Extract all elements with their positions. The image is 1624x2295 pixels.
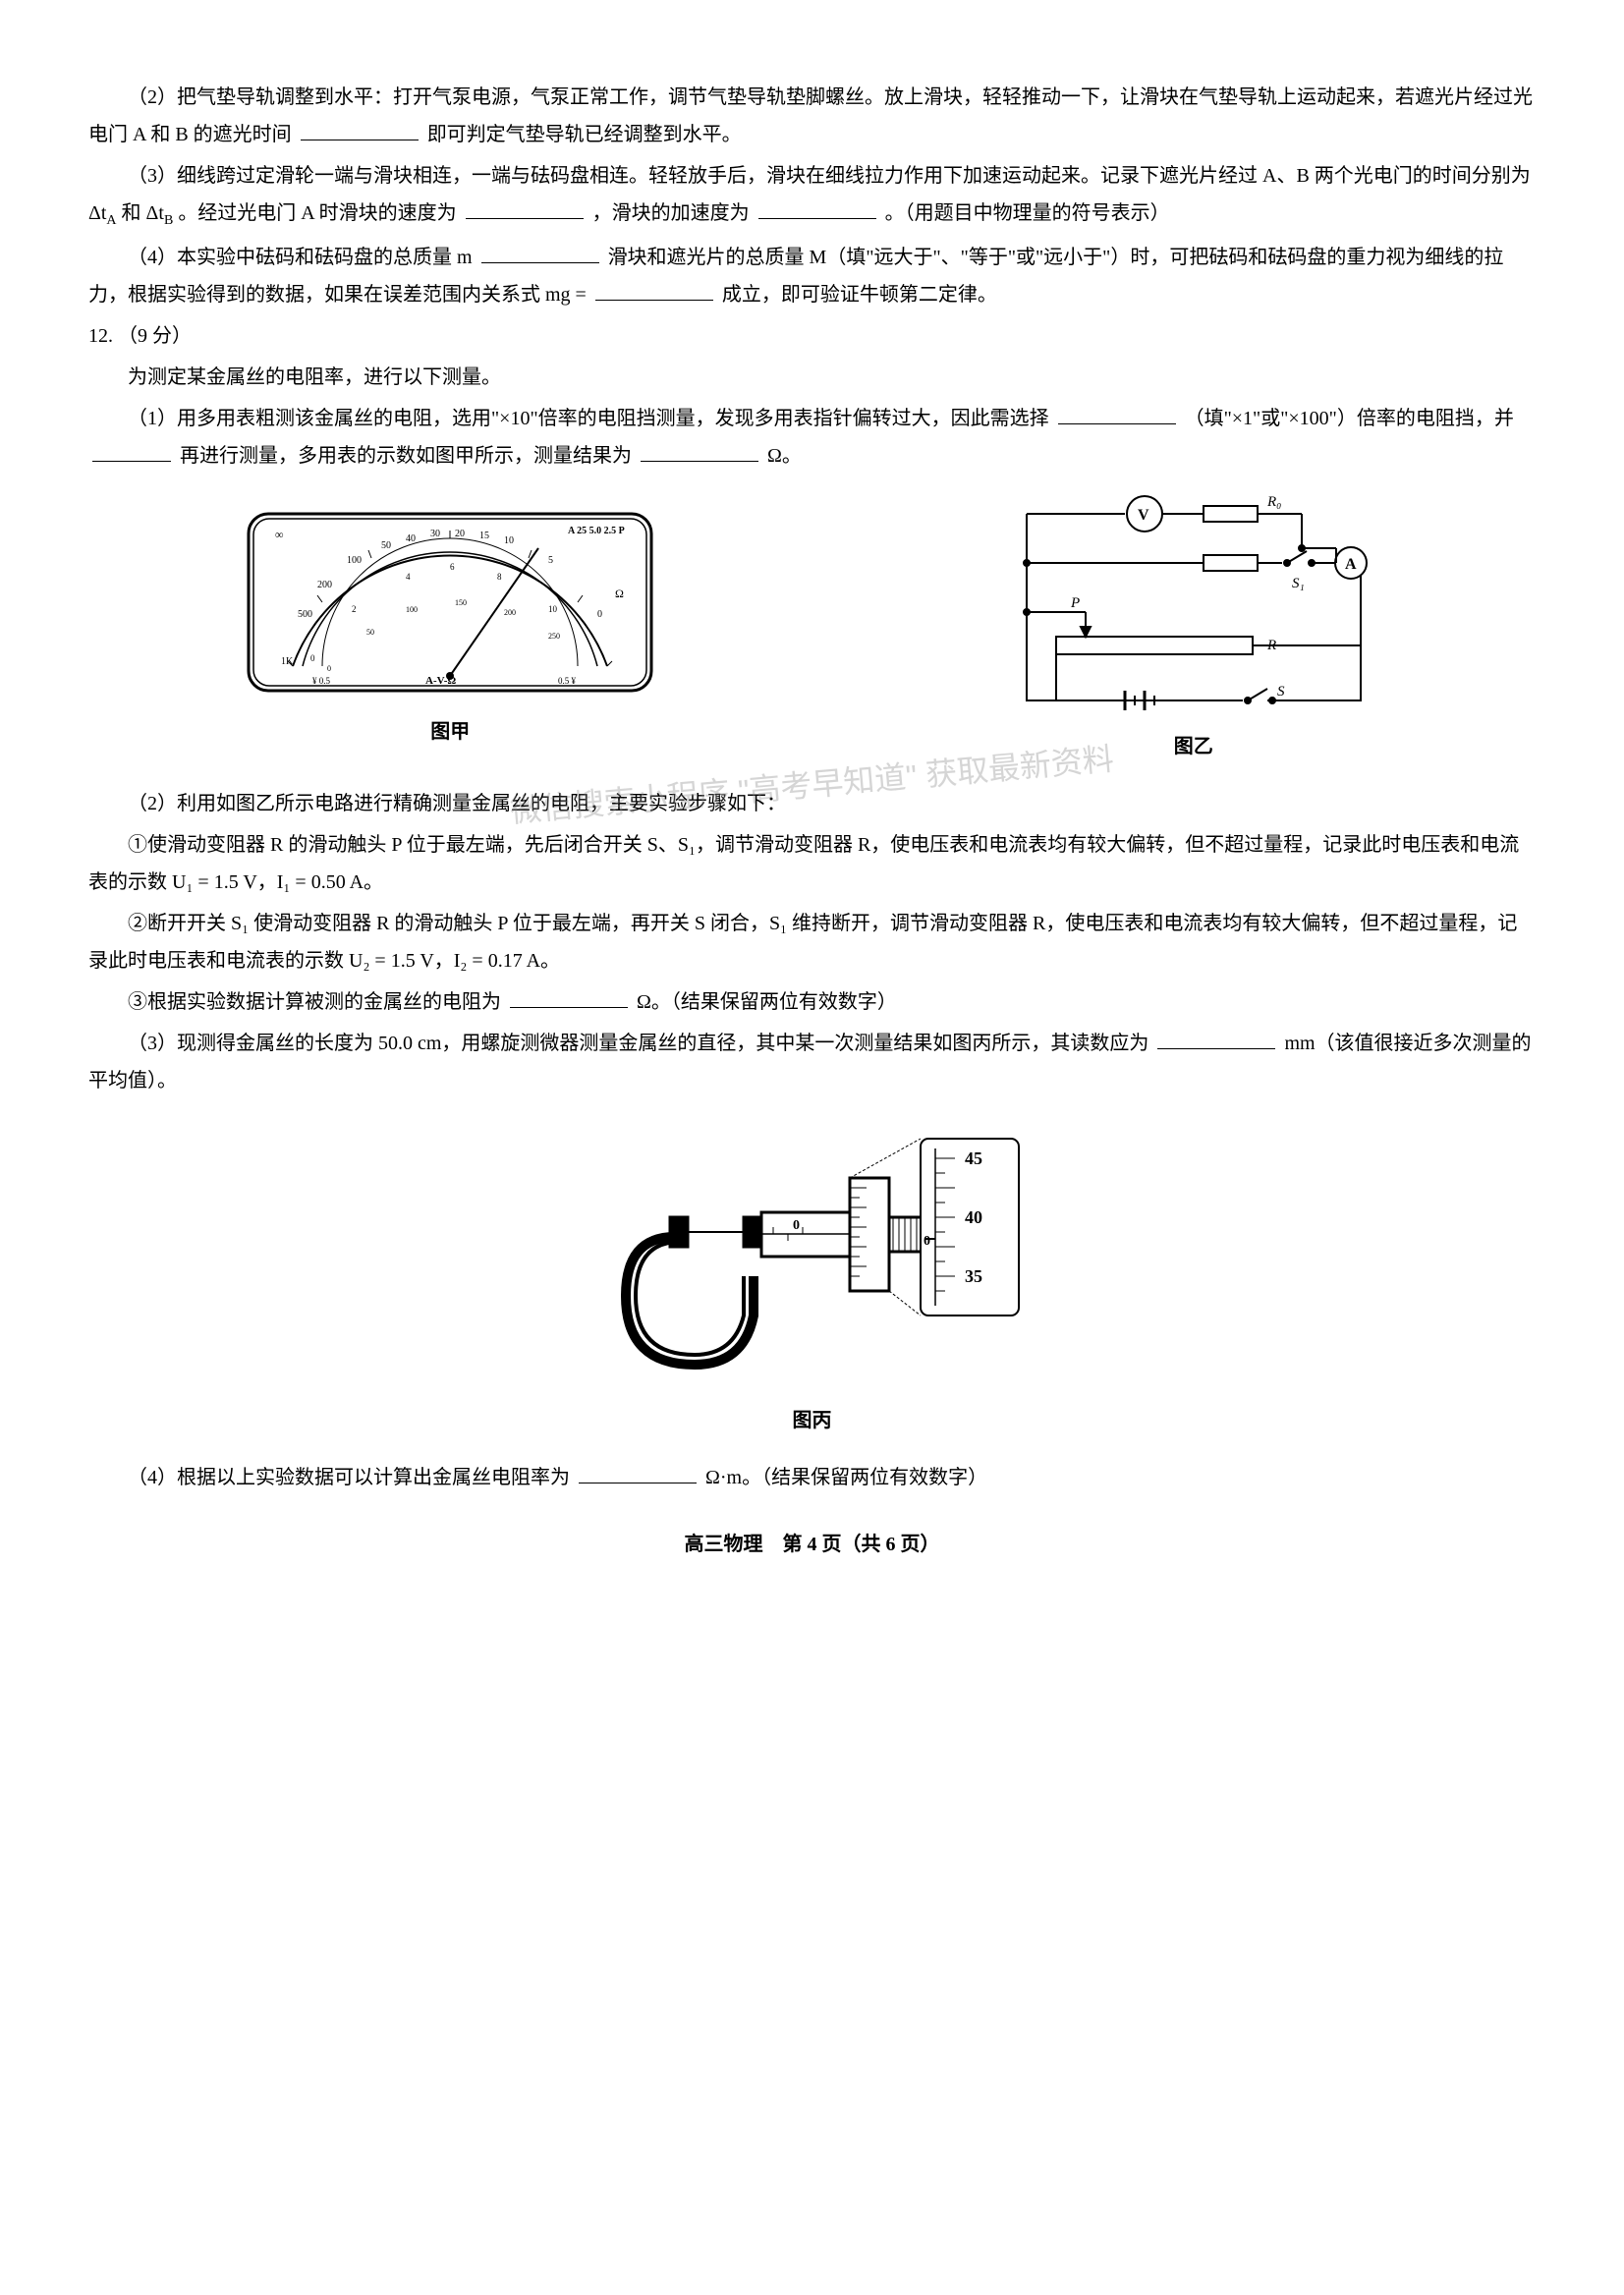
q11-p3-mid3: ，滑块的加速度为: [592, 202, 750, 224]
blank-q12-p1c: [641, 442, 758, 462]
drum-45: 45: [965, 1148, 982, 1168]
multimeter-svg: 1K 500 200 100 50 40 30 20 15 10 5 0 0 2…: [244, 509, 656, 705]
figure-circuit: V A R₀ S₁ P R S 图乙: [1007, 494, 1380, 765]
scale-1k: 1K: [281, 656, 294, 667]
q12-p4: （4）根据以上实验数据可以计算出金属丝电阻率为 Ω·m。（结果保留两位有效数字）: [88, 1459, 1536, 1496]
blank-q12-p3: [1157, 1030, 1275, 1049]
svg-text:4: 4: [406, 572, 411, 582]
svg-text:0: 0: [924, 1234, 930, 1249]
fig3-caption: 图丙: [793, 1402, 832, 1439]
svg-text:150: 150: [455, 598, 467, 607]
q12-p4-text: （4）根据以上实验数据可以计算出金属丝电阻率为: [128, 1467, 570, 1488]
blank-q11-p4a: [481, 244, 599, 263]
q12-p2-2: ②断开开关 S₁ 使滑动变阻器 R 的滑动触头 P 位于最左端，再开关 S 闭合…: [88, 905, 1536, 980]
left-scale-label: ¥ 0.5: [312, 676, 331, 686]
q12-p4-tail: Ω·m。（结果保留两位有效数字）: [705, 1467, 987, 1488]
svg-text:500: 500: [298, 609, 312, 620]
q12-p2-3: ③根据实验数据计算被测的金属丝的电阻为 Ω。（结果保留两位有效数字）: [88, 983, 1536, 1021]
blank-q11-p3a: [466, 199, 584, 219]
q11-p4: （4）本实验中砝码和砝码盘的总质量 m 滑块和遮光片的总质量 M（填"远大于"、…: [88, 239, 1536, 313]
svg-text:40: 40: [406, 533, 416, 544]
svg-text:0: 0: [597, 609, 602, 620]
svg-text:200: 200: [317, 580, 332, 590]
svg-text:100: 100: [406, 605, 418, 614]
svg-text:250: 250: [548, 632, 560, 641]
q12-number: 12. （9 分）: [88, 317, 1536, 355]
q11-p3-mid: 和 Δt: [122, 202, 164, 224]
q11-p2: （2）把气垫导轨调整到水平：打开气泵电源，气泵正常工作，调节气垫导轨垫脚螺丝。放…: [88, 79, 1536, 153]
s-label: S: [1277, 684, 1285, 700]
drum-40: 40: [965, 1207, 982, 1227]
p-label: P: [1070, 595, 1080, 611]
q12-p3-text: （3）现测得金属丝的长度为 50.0 cm，用螺旋测微器测量金属丝的直径，其中某…: [128, 1033, 1148, 1054]
svg-text:10: 10: [548, 604, 558, 614]
svg-text:20: 20: [455, 529, 465, 539]
svg-text:8: 8: [497, 572, 502, 582]
blank-q12-p23: [510, 988, 628, 1008]
svg-text:∞: ∞: [275, 528, 284, 541]
svg-text:15: 15: [479, 531, 489, 541]
svg-text:10: 10: [504, 535, 514, 546]
r0-label: R₀: [1266, 494, 1281, 510]
svg-text:0: 0: [327, 664, 331, 673]
q12-p2: （2）利用如图乙所示电路进行精确测量金属丝的电阻，主要实验步骤如下：: [88, 785, 1536, 822]
sub-b: B: [164, 213, 173, 228]
a-label: A 25 5.0 2.5 P: [568, 526, 625, 536]
q11-p4-tail: 成立，即可验证牛顿第二定律。: [722, 284, 997, 306]
q11-p3-mid2: 。经过光电门 A 时滑块的速度为: [178, 202, 456, 224]
q12-p1-text: （1）用多用表粗测该金属丝的电阻，选用"×10"倍率的电阻挡测量，发现多用表指针…: [128, 408, 1049, 429]
svg-text:6: 6: [450, 562, 455, 572]
q12-p2-1: ①使滑动变阻器 R 的滑动触头 P 位于最左端，先后闭合开关 S、S₁，调节滑动…: [88, 826, 1536, 901]
s1-label: S₁: [1292, 576, 1305, 591]
svg-text:30: 30: [430, 529, 440, 539]
q12-p2-3-text: ③根据实验数据计算被测的金属丝的电阻为: [128, 991, 501, 1013]
micrometer-svg: 0 45 40 35 0: [596, 1119, 1029, 1394]
q11-p3-tail: 。（用题目中物理量的符号表示）: [885, 202, 1170, 224]
figure-multimeter: 1K 500 200 100 50 40 30 20 15 10 5 0 0 2…: [244, 509, 656, 751]
blank-q11-p3b: [758, 199, 876, 219]
svg-text:2: 2: [352, 604, 357, 614]
figure-row-1: 1K 500 200 100 50 40 30 20 15 10 5 0 0 2…: [88, 494, 1536, 765]
q12-p3: （3）现测得金属丝的长度为 50.0 cm，用螺旋测微器测量金属丝的直径，其中某…: [88, 1025, 1536, 1099]
blank-q11-p4b: [595, 281, 713, 301]
svg-text:5: 5: [548, 555, 553, 566]
q12-intro: 为测定某金属丝的电阻率，进行以下测量。: [88, 359, 1536, 396]
ohm-label: Ω: [615, 587, 624, 600]
q11-p4-text: （4）本实验中砝码和砝码盘的总质量 m: [128, 247, 477, 268]
page-content: （2）把气垫导轨调整到水平：打开气泵电源，气泵正常工作，调节气垫导轨垫脚螺丝。放…: [88, 79, 1536, 1563]
figure-micrometer: 0 45 40 35 0 图丙: [88, 1119, 1536, 1439]
svg-text:50: 50: [381, 540, 391, 551]
svg-text:100: 100: [347, 555, 362, 566]
fig1-caption: 图甲: [430, 713, 470, 751]
svg-text:200: 200: [504, 608, 516, 617]
blank-q12-p1a: [1058, 405, 1176, 424]
q12-p1-mid2: 再进行测量，多用表的示数如图甲所示，测量结果为: [180, 445, 632, 467]
a-label: A: [1345, 556, 1357, 573]
right-scale-label: 0.5 ¥: [558, 676, 577, 686]
q12-p1-unit: Ω。: [767, 445, 802, 467]
main-0: 0: [793, 1218, 800, 1233]
blank-q11-p2: [301, 121, 419, 140]
blank-q12-p1b: [92, 442, 171, 462]
circuit-svg: V A R₀ S₁ P R S: [1007, 494, 1380, 720]
q12-p1: （1）用多用表粗测该金属丝的电阻，选用"×10"倍率的电阻挡测量，发现多用表指针…: [88, 400, 1536, 475]
q12-p1-mid1: （填"×1"或"×100"）倍率的电阻挡，并: [1185, 408, 1514, 429]
avo-label: A-V-Ω: [425, 675, 456, 687]
blank-q12-p4: [579, 1464, 697, 1483]
sub-a: A: [106, 213, 116, 228]
v-label: V: [1138, 507, 1149, 524]
q11-p3: （3）细线跨过定滑轮一端与滑块相连，一端与砝码盘相连。轻轻放手后，滑块在细线拉力…: [88, 157, 1536, 235]
svg-text:50: 50: [366, 628, 374, 637]
fig2-caption: 图乙: [1174, 728, 1213, 765]
r-label: R: [1266, 638, 1276, 653]
page-footer: 高三物理 第 4 页（共 6 页）: [88, 1526, 1536, 1563]
q11-p2-tail: 即可判定气垫导轨已经调整到水平。: [427, 124, 742, 145]
q12-p2-3-tail: Ω。（结果保留两位有效数字）: [637, 991, 897, 1013]
svg-text:0: 0: [310, 653, 315, 663]
drum-35: 35: [965, 1266, 982, 1286]
